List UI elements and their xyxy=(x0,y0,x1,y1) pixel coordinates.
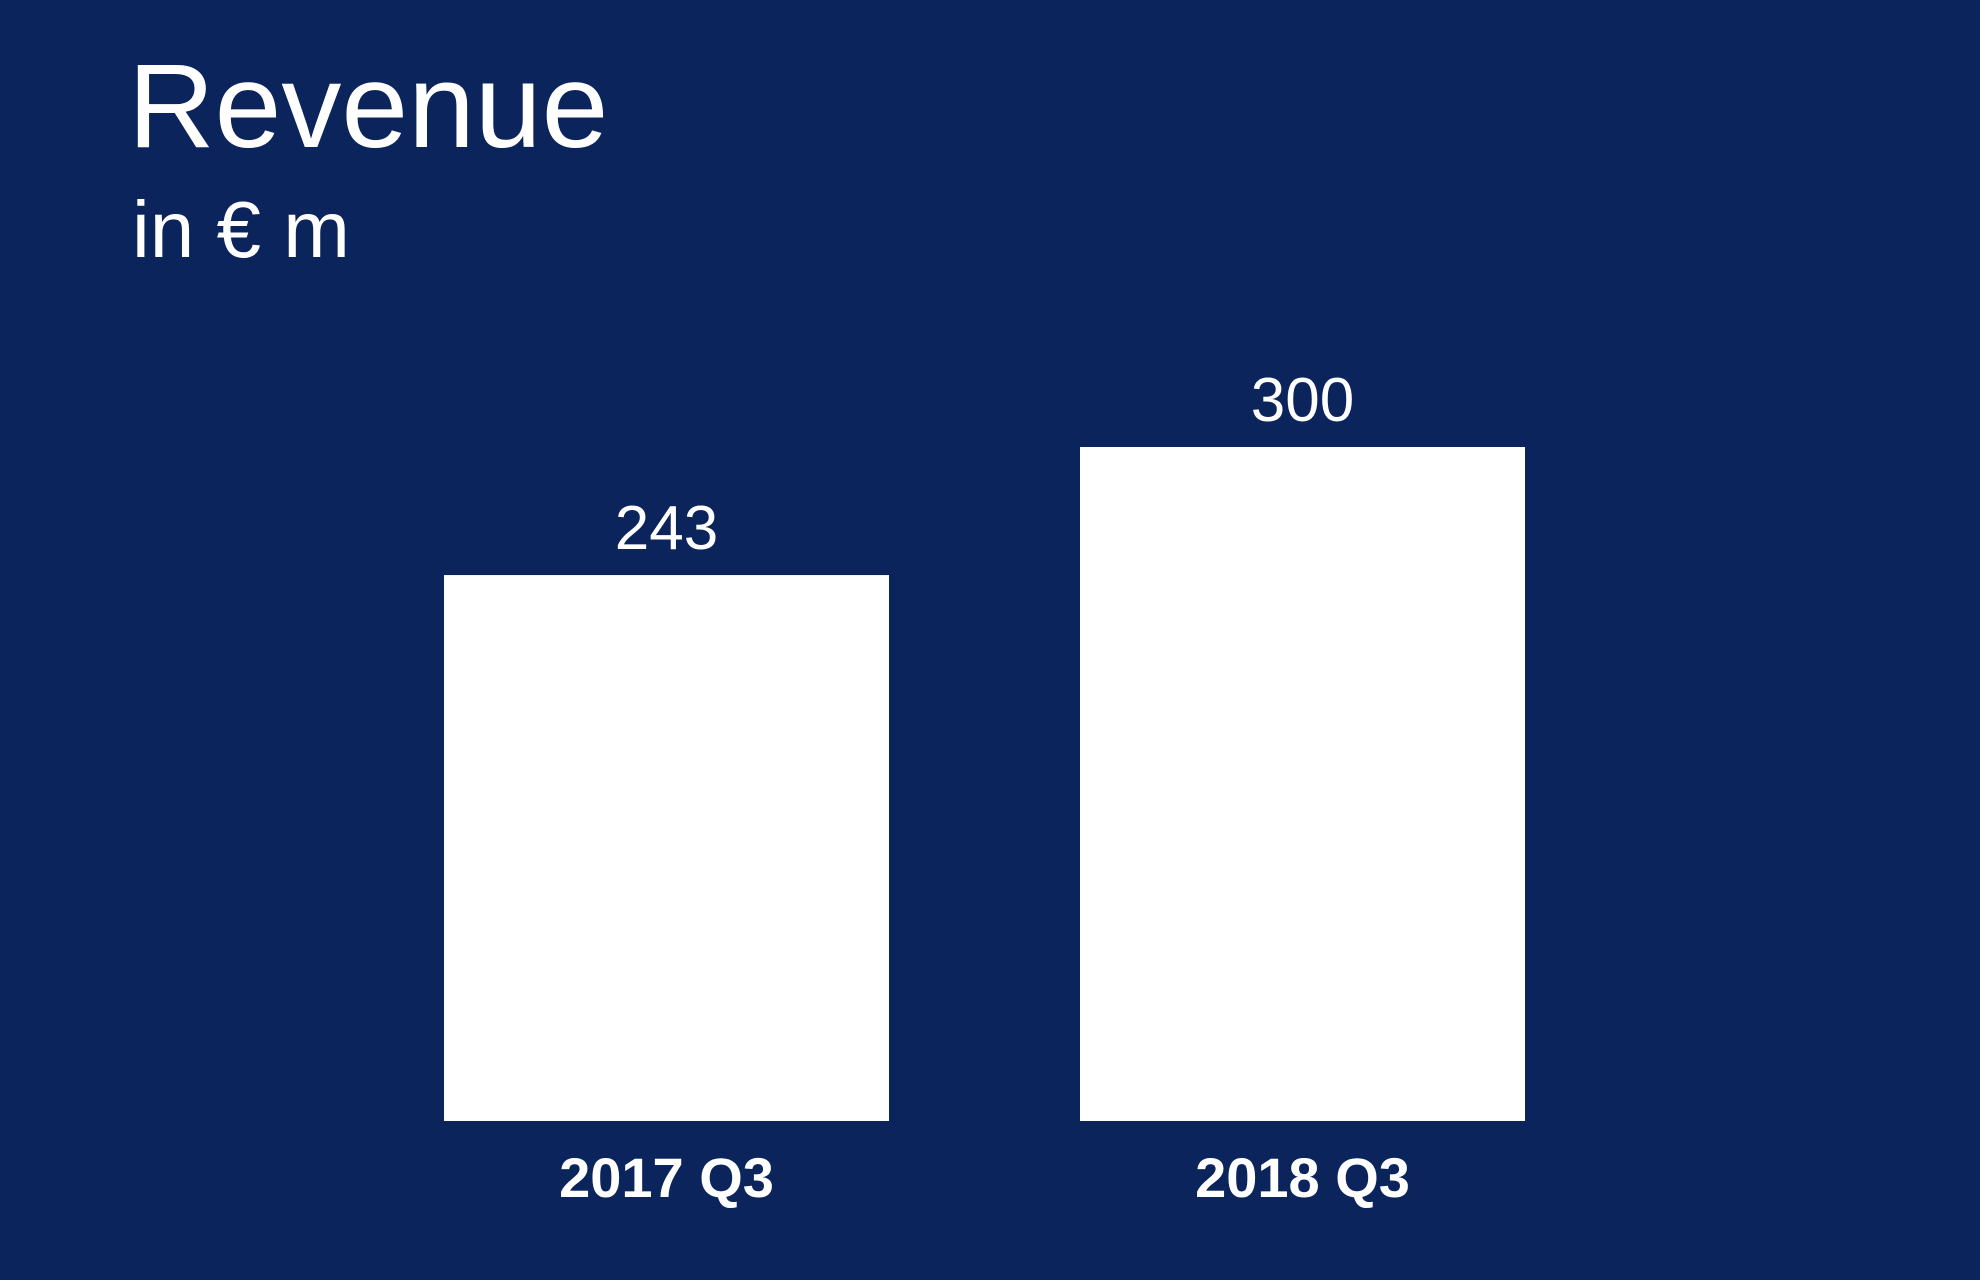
bar-2018-q3 xyxy=(1080,447,1525,1121)
bar-value-label: 300 xyxy=(1251,366,1354,435)
category-label: 2017 Q3 xyxy=(559,1146,774,1209)
bar-value-label: 243 xyxy=(615,494,718,563)
category-label: 2018 Q3 xyxy=(1195,1146,1410,1209)
chart-subtitle: in € m xyxy=(132,185,350,274)
chart-title: Revenue xyxy=(128,39,609,173)
bar-2017-q3 xyxy=(444,575,889,1121)
